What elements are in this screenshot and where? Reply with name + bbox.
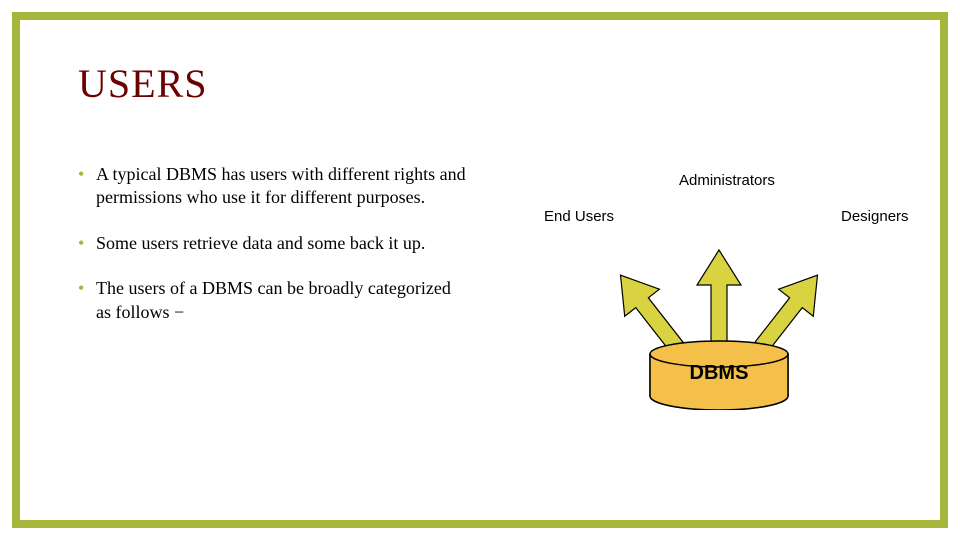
dbms-label: DBMS bbox=[649, 362, 789, 385]
bullet-item: The users of a DBMS can be broadly categ… bbox=[78, 277, 469, 324]
bullet-list: A typical DBMS has users with different … bbox=[78, 163, 489, 324]
slide-frame: USERS A typical DBMS has users with diff… bbox=[12, 12, 948, 528]
diagram-column: End Users Administrators Designers bbox=[489, 60, 900, 500]
dbms-users-diagram: End Users Administrators Designers bbox=[549, 170, 909, 430]
text-column: USERS A typical DBMS has users with diff… bbox=[78, 60, 489, 500]
slide-content: USERS A typical DBMS has users with diff… bbox=[20, 20, 940, 520]
slide-title: USERS bbox=[78, 60, 489, 107]
bullet-item: A typical DBMS has users with different … bbox=[78, 163, 469, 210]
arrow-center-icon bbox=[697, 250, 741, 345]
bullet-item: Some users retrieve data and some back i… bbox=[78, 232, 469, 255]
